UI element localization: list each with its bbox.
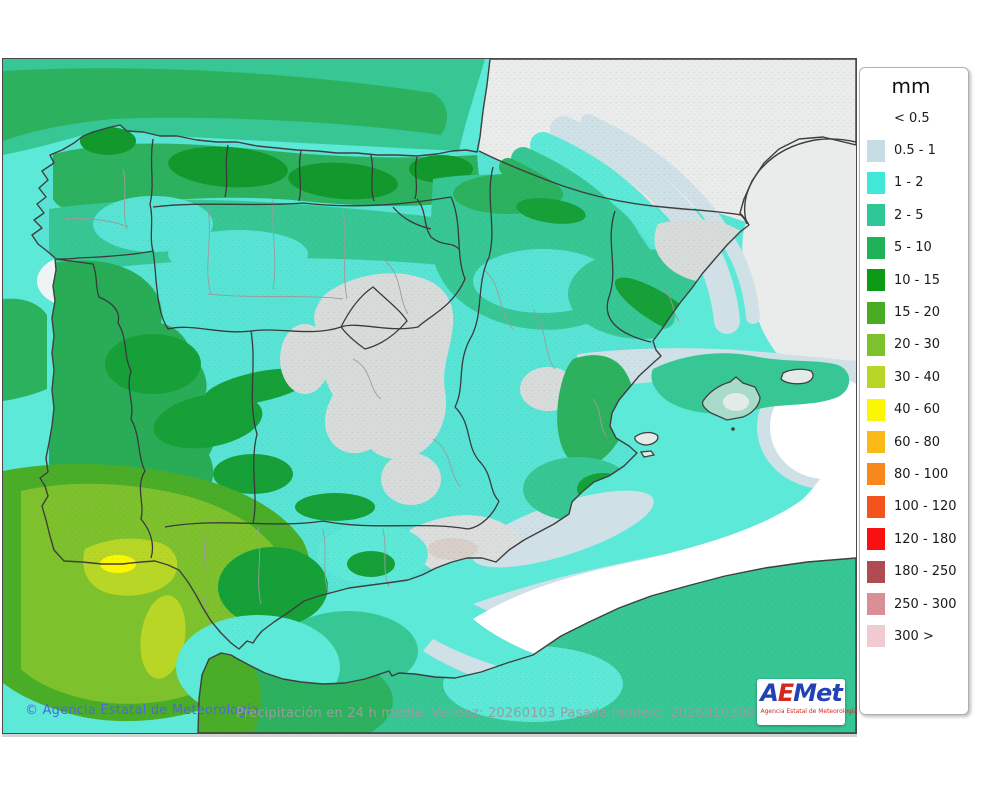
se-coast-pale-band xyxy=(472,490,654,568)
legend-row: 60 - 80 xyxy=(866,426,968,458)
valencia-west-border xyxy=(454,406,500,502)
legend-row: 250 - 300 xyxy=(866,588,968,620)
legend-row: 180 - 250 xyxy=(866,555,968,587)
legend-swatch xyxy=(867,431,885,454)
province-borders xyxy=(62,168,680,615)
coastlines xyxy=(31,59,856,733)
aemet-logo-letter-a: A xyxy=(760,679,779,707)
legend-swatch xyxy=(867,236,885,259)
madrid-border xyxy=(340,286,408,350)
france-med-coastline xyxy=(743,138,856,225)
copyright-text: © Agencia Estatal de Meteorología xyxy=(25,703,259,718)
andalucia-north-border xyxy=(164,500,500,530)
aragon-west-border xyxy=(454,166,494,408)
legend-row: 5 - 10 xyxy=(866,232,968,264)
region-borders xyxy=(55,138,652,559)
legend-row: < 0.5 xyxy=(866,102,968,134)
legend-label: 0.5 - 1 xyxy=(894,143,936,159)
legend-panel: mm < 0.5 0.5 - 1 1 - 2 2 - 5 5 - 10 10 - 15 15… xyxy=(859,67,969,715)
cantabrian-border-2 xyxy=(298,150,302,202)
legend-label: 60 - 80 xyxy=(894,434,941,450)
legend-row: 1 - 2 xyxy=(866,167,968,199)
formentera-island xyxy=(639,450,656,458)
legend-swatch xyxy=(867,366,885,389)
precipitation-map-svg xyxy=(3,59,856,733)
extremadura-clm-border xyxy=(250,330,258,524)
legend-swatch xyxy=(867,139,885,162)
legend-label: 40 - 60 xyxy=(894,402,941,418)
legend-label: 250 - 300 xyxy=(894,596,957,612)
aemet-logo-letters-met: Met xyxy=(793,679,843,707)
legend-label: 15 - 20 xyxy=(894,305,941,321)
legend-swatch xyxy=(867,269,885,292)
legend-swatch xyxy=(867,593,885,616)
aemet-logo-word: AEMet xyxy=(757,680,845,707)
legend-swatch xyxy=(867,495,885,518)
atlantic-green-strip xyxy=(3,298,47,401)
pyrenees-border-line xyxy=(478,150,748,225)
legend-row: 300 > xyxy=(866,620,968,652)
balearic-teal-blob xyxy=(651,353,850,414)
legend-row: 100 - 120 xyxy=(866,491,968,523)
legend-label: 20 - 30 xyxy=(894,337,941,353)
biscay-green-band xyxy=(3,68,448,141)
legend-swatch xyxy=(867,398,885,421)
ibiza-island xyxy=(634,431,659,446)
menorca-island xyxy=(780,368,814,385)
legend-swatch xyxy=(867,301,885,324)
legend-label: 300 > xyxy=(894,628,934,644)
legend-swatch xyxy=(867,171,885,194)
cyl-north-border xyxy=(152,196,452,208)
navarra-border xyxy=(416,198,460,250)
legend-row: 30 - 40 xyxy=(866,361,968,393)
legend-label: 100 - 120 xyxy=(894,499,957,515)
legend-row: 120 - 180 xyxy=(866,523,968,555)
legend-swatch xyxy=(867,528,885,551)
weather-map: © Agencia Estatal de Meteorología Precip… xyxy=(2,58,857,734)
legend-swatch xyxy=(867,463,885,486)
legend-row: 2 - 5 xyxy=(866,199,968,231)
legend-swatch xyxy=(867,204,885,227)
legend-row: 80 - 100 xyxy=(866,458,968,490)
sw-g30-blob-2 xyxy=(140,595,186,679)
legend-label: 1 - 2 xyxy=(894,175,924,191)
legend-label: 10 - 15 xyxy=(894,272,941,288)
cantabrian-border-3 xyxy=(370,154,375,202)
legend-label: 5 - 10 xyxy=(894,240,932,256)
legend-rows: < 0.5 0.5 - 1 1 - 2 2 - 5 5 - 10 10 - 15 15 - … xyxy=(866,102,968,653)
legend-row: 10 - 15 xyxy=(866,264,968,296)
aemet-logo-subtitle: Agencia Estatal de Meteorología xyxy=(760,707,858,715)
legend-swatch xyxy=(867,560,885,583)
cabrera-island xyxy=(731,427,735,431)
legend-title: mm xyxy=(891,74,931,98)
portugal-spain-border xyxy=(55,258,154,559)
cyl-east-south-border xyxy=(152,196,466,333)
legend-swatch xyxy=(867,625,885,648)
catalonia-west-border xyxy=(606,210,652,343)
cantabrian-border-1 xyxy=(224,144,229,198)
legend-label: 180 - 250 xyxy=(894,564,957,580)
aemet-logo-letter-e: E xyxy=(777,679,794,707)
legend-row: 0.5 - 1 xyxy=(866,134,968,166)
caption-text: Precipitación en 24 h media. Validez: 20… xyxy=(236,706,755,721)
balearic-islands xyxy=(634,368,814,458)
legend-label: 2 - 5 xyxy=(894,207,924,223)
legend-row: 20 - 30 xyxy=(866,329,968,361)
legend-label: < 0.5 xyxy=(894,110,930,126)
legend-swatch xyxy=(867,333,885,356)
mallorca-inner-pale xyxy=(723,393,749,411)
basque-border xyxy=(414,156,418,200)
legend-label: 30 - 40 xyxy=(894,369,941,385)
rioja-border xyxy=(392,206,432,230)
legend-row: 15 - 20 xyxy=(866,296,968,328)
legend-label: 120 - 180 xyxy=(894,531,957,547)
legend-row: 40 - 60 xyxy=(866,394,968,426)
legend-label: 80 - 100 xyxy=(894,466,949,482)
aemet-logo: AEMet Agencia Estatal de Meteorología xyxy=(757,679,858,725)
